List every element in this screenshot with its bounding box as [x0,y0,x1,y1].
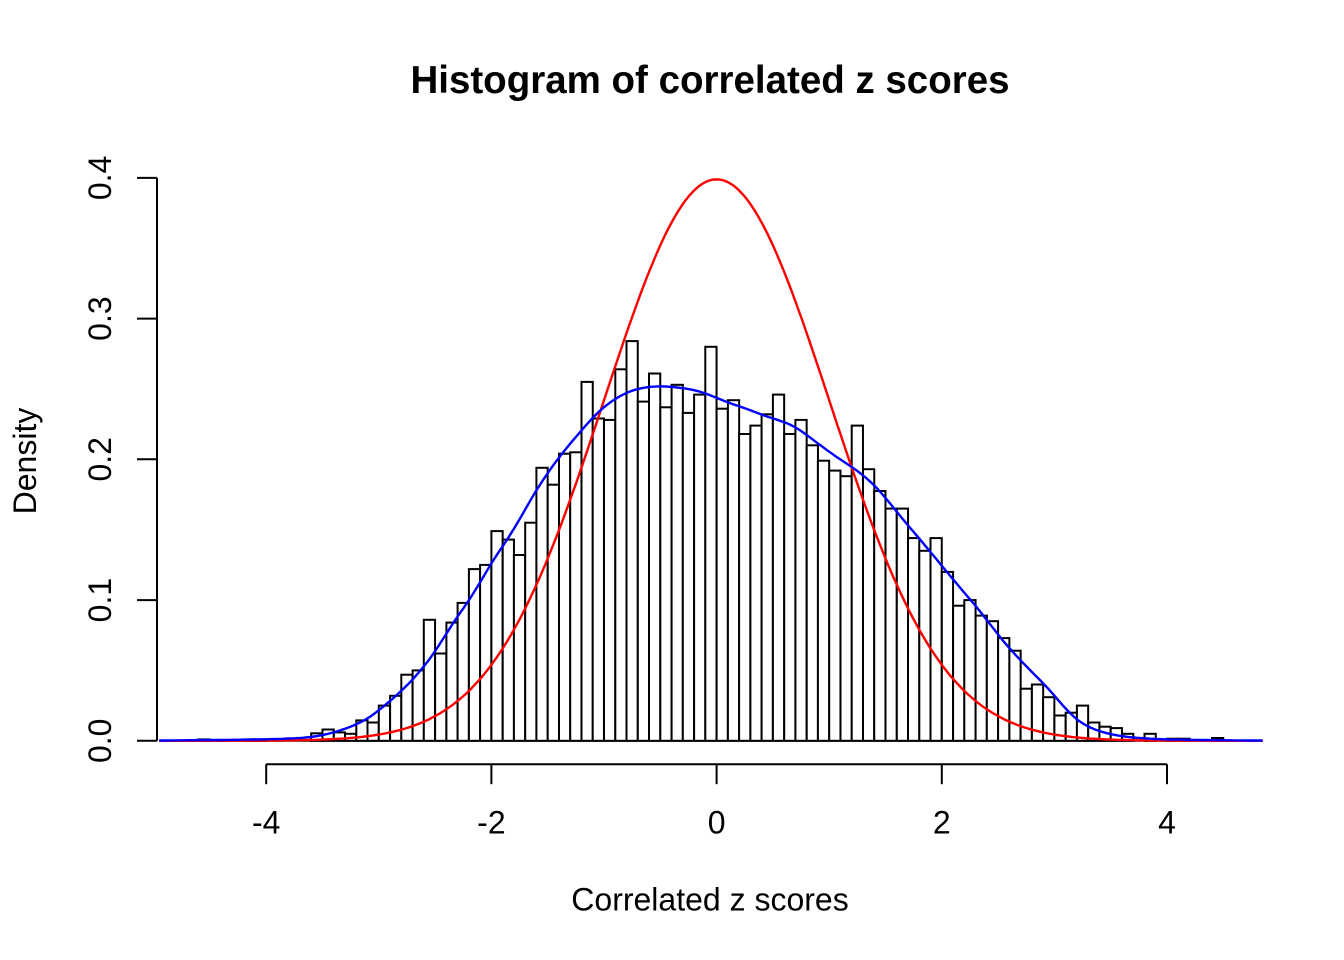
svg-text:Histogram of correlated z scor: Histogram of correlated z scores [410,59,1009,102]
svg-text:-2: -2 [477,805,505,841]
svg-text:Correlated z scores: Correlated z scores [571,882,848,918]
svg-text:0.4: 0.4 [82,156,118,200]
svg-text:-4: -4 [252,805,280,841]
svg-text:Density: Density [7,408,43,515]
svg-text:2: 2 [933,805,951,841]
svg-text:0.2: 0.2 [82,437,118,481]
svg-text:0.3: 0.3 [82,296,118,340]
svg-text:0.1: 0.1 [82,578,118,622]
svg-text:0.0: 0.0 [82,719,118,763]
svg-text:0: 0 [708,805,726,841]
svg-text:4: 4 [1158,805,1176,841]
